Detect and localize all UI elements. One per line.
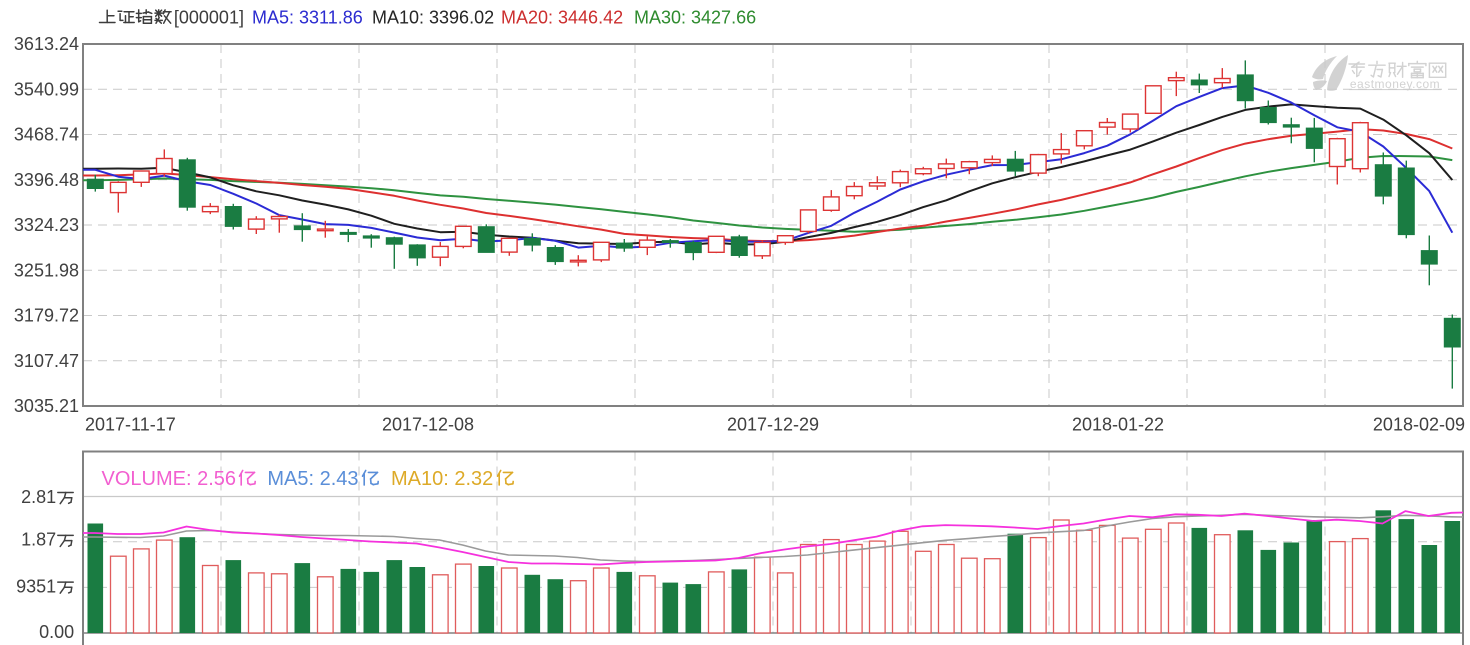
svg-text:3179.72: 3179.72	[14, 306, 79, 326]
svg-text:MA30: 3427.66: MA30: 3427.66	[634, 8, 756, 28]
svg-text:2.81: 2.81	[21, 487, 56, 507]
svg-text:eastmoney.com: eastmoney.com	[1350, 77, 1440, 91]
svg-text:3035.21: 3035.21	[14, 396, 79, 416]
svg-text:2017-12-29: 2017-12-29	[727, 415, 819, 435]
svg-text:3324.23: 3324.23	[14, 215, 79, 235]
svg-text:3107.47: 3107.47	[14, 351, 79, 371]
svg-text:3613.24: 3613.24	[14, 34, 79, 54]
svg-text:0.00: 0.00	[39, 622, 74, 642]
svg-text:2017-12-08: 2017-12-08	[382, 415, 474, 435]
svg-text:2018-01-22: 2018-01-22	[1072, 415, 1164, 435]
svg-text:9351: 9351	[16, 576, 56, 596]
svg-text:MA10: 3396.02: MA10: 3396.02	[372, 8, 494, 28]
svg-text:3396.48: 3396.48	[14, 170, 79, 190]
svg-text:3468.74: 3468.74	[14, 125, 79, 145]
svg-text:MA20: 3446.42: MA20: 3446.42	[501, 8, 623, 28]
svg-text:[000001]: [000001]	[174, 8, 244, 28]
svg-text:MA10: 2.32: MA10: 2.32	[391, 468, 493, 490]
svg-text:3251.98: 3251.98	[14, 260, 79, 280]
svg-text:1.87: 1.87	[21, 530, 56, 550]
svg-text:3540.99: 3540.99	[14, 80, 79, 100]
svg-text:MA5: 3311.86: MA5: 3311.86	[252, 8, 363, 28]
svg-text:2018-02-09: 2018-02-09	[1373, 415, 1465, 435]
svg-text:2017-11-17: 2017-11-17	[85, 415, 176, 435]
svg-text:VOLUME: 2.56: VOLUME: 2.56	[102, 468, 237, 490]
svg-text:MA5: 2.43: MA5: 2.43	[267, 468, 358, 490]
